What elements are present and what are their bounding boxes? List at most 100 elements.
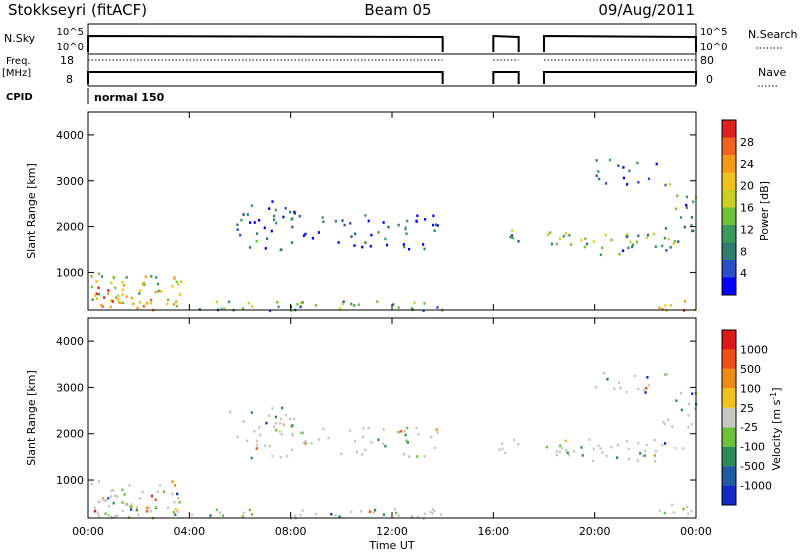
echo-cell [653,438,656,442]
velocity-colorbar: 1000 500 100 25 -25 -100 -500 -1000 [721,329,772,506]
freq-tick-bottom: 8 [66,73,73,86]
echo-cell [284,413,287,417]
echo-cell [162,490,165,493]
colorbar-tick-label: 20 [740,180,754,193]
echo-cell [608,158,611,162]
echo-cell [167,506,170,509]
echo-cell [271,200,274,203]
echo-cell [123,493,126,496]
x-tick-label: 16:00 [477,525,509,538]
echo-cell [605,182,608,185]
echo-cell [631,243,634,247]
echo-cell [433,229,436,232]
echo-cell [107,496,110,500]
echo-cell [636,161,639,165]
echo-cell [631,245,634,249]
echo-cell [271,454,274,458]
y-tick-label: 2000 [56,221,84,234]
colorbar-swatch [722,368,736,389]
echo-cell [370,441,373,444]
echo-cell [90,482,93,486]
echo-cell [125,295,128,298]
echo-cell [654,245,657,248]
echo-cell [279,422,282,425]
echo-cell [275,422,278,425]
echo-cell [566,451,569,455]
echo-cell [143,283,146,286]
colorbar-swatch [722,388,736,408]
colorbar-swatch [722,485,736,505]
echo-cell [283,423,286,427]
echo-cell [229,411,232,414]
echo-cell [595,174,598,177]
echo-cell [158,484,162,487]
station-title: Stokkseyri (fitACF) [8,1,147,19]
echo-cell [645,386,648,390]
echo-cell [573,450,576,453]
echo-cell [249,221,252,224]
echo-cell [138,289,142,292]
echo-cell [679,216,683,219]
echo-cell [384,444,387,448]
echo-cell [415,426,418,430]
echo-cell [242,213,245,217]
echo-cell [112,489,115,492]
echo-cell [588,438,591,441]
echo-cell [664,227,667,230]
echo-cell [263,226,266,230]
echo-cell [95,292,98,295]
echo-cell [690,509,693,513]
date-title: 09/Aug/2011 [598,1,695,19]
echo-cell [633,374,637,378]
echo-cell [673,240,676,243]
echo-cell [415,219,418,223]
echo-cell [436,224,439,227]
echo-cell [625,235,628,239]
echo-cell [645,236,648,239]
echo-cell [281,406,284,410]
echo-cell [349,222,352,225]
echo-cell [636,459,639,462]
echo-cell [141,491,144,494]
echo-cell [432,214,435,218]
echo-cell [392,303,395,306]
nsky-tick-bottom: 10^0 [57,42,84,53]
colorbar-swatch [722,190,736,208]
echo-cell [644,391,647,394]
echo-cell [661,443,664,447]
echo-cell [171,285,174,288]
echo-cell [509,235,512,239]
echo-cell [270,229,273,233]
echo-cell [291,434,294,437]
echo-cell [672,242,675,245]
freq-trace [87,59,697,84]
echo-cell [382,221,385,224]
echo-cell [103,499,106,503]
echo-cell [403,429,406,433]
echo-cell [395,511,398,515]
echo-cell [259,433,262,437]
echo-cell [301,431,304,435]
echo-cell [278,430,281,433]
echo-cell [251,513,254,516]
echo-cell [694,407,697,411]
echo-cell [377,231,380,234]
echo-cell [95,280,98,283]
echo-cell [664,373,667,376]
echo-cell [94,294,97,297]
echo-cell [560,446,564,450]
echo-cell [564,439,567,443]
echo-cell [406,441,409,444]
echo-cell [435,223,438,226]
echo-cell [377,438,380,441]
echo-cell [416,515,419,519]
echo-cell [100,303,103,307]
echo-cell [382,513,386,516]
echo-cell [251,305,254,308]
echo-cell [242,511,245,515]
y-tick-label: 3000 [56,175,84,188]
echo-cell [97,286,100,290]
echo-cell [93,506,96,510]
echo-cell [592,447,595,451]
echo-cell [622,249,625,252]
